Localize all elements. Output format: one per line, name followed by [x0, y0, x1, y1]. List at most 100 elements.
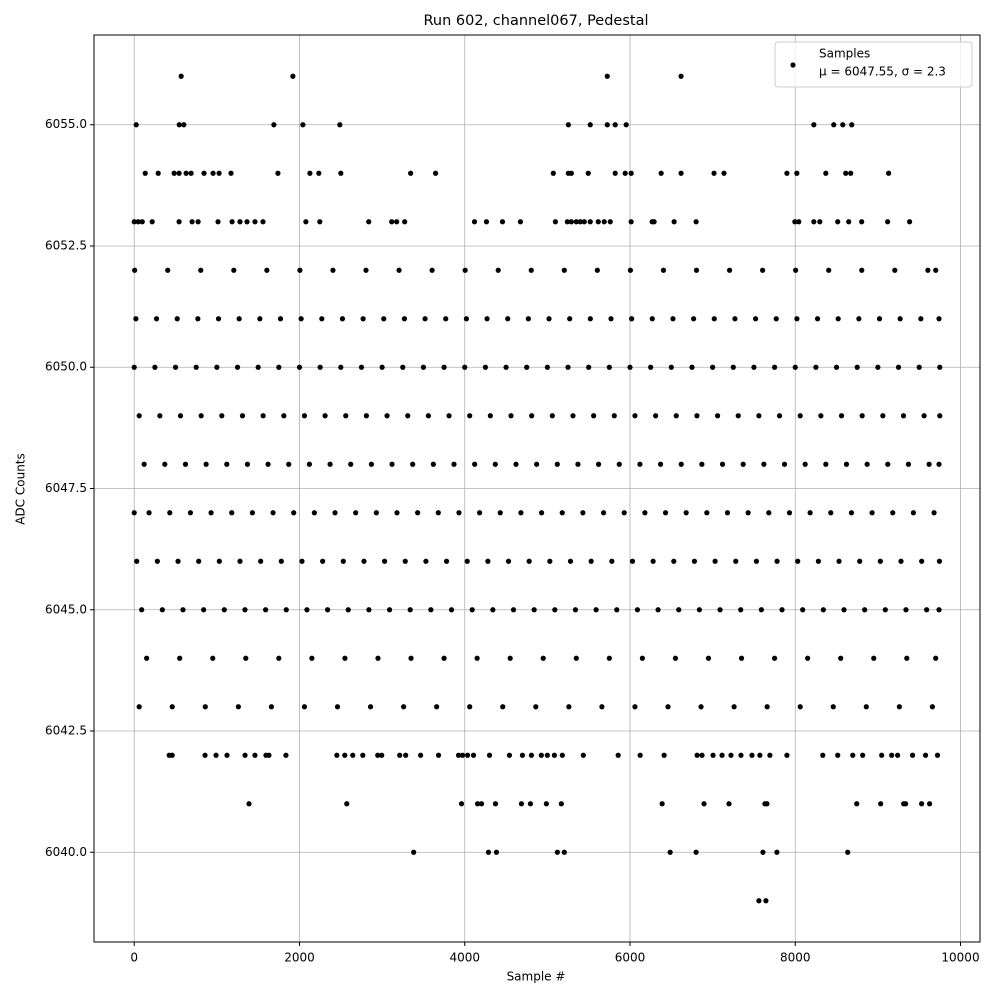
point — [604, 73, 610, 79]
point — [580, 510, 586, 516]
point — [936, 607, 942, 613]
point — [678, 170, 684, 176]
point — [277, 316, 284, 322]
point — [327, 461, 333, 467]
point — [201, 170, 207, 176]
point — [800, 607, 806, 613]
point — [649, 316, 655, 322]
point — [629, 316, 635, 322]
point — [332, 510, 338, 516]
point — [506, 752, 513, 758]
point — [309, 655, 315, 661]
point — [538, 510, 545, 516]
point — [544, 752, 550, 758]
point — [817, 219, 823, 225]
point — [263, 607, 269, 613]
point — [375, 752, 381, 758]
point — [411, 849, 417, 855]
point — [538, 752, 544, 758]
point — [139, 607, 145, 613]
point — [543, 801, 549, 807]
point — [171, 170, 177, 176]
point — [735, 413, 741, 419]
y-tick-label: 6040.0 — [45, 845, 87, 859]
point — [283, 752, 289, 758]
point — [731, 704, 737, 710]
point — [551, 752, 557, 758]
x-axis-label: Sample # — [507, 970, 566, 984]
point — [802, 461, 808, 467]
point — [174, 316, 180, 322]
point — [236, 316, 242, 322]
point — [306, 461, 313, 467]
point — [559, 752, 565, 758]
point — [572, 607, 579, 613]
point — [396, 267, 402, 273]
point — [797, 413, 803, 419]
point — [339, 316, 346, 322]
point — [693, 849, 699, 855]
point — [693, 267, 700, 273]
chart-title: Run 602, channel067, Pedestal — [423, 13, 648, 29]
point — [134, 558, 140, 564]
point — [463, 316, 469, 322]
point — [763, 898, 769, 904]
point — [214, 364, 220, 370]
point — [486, 752, 493, 758]
point — [828, 510, 834, 516]
point — [510, 607, 517, 613]
point — [547, 558, 553, 564]
point — [462, 267, 468, 273]
point — [518, 801, 525, 807]
point — [797, 704, 803, 710]
point — [334, 704, 341, 710]
point — [586, 364, 592, 370]
point — [792, 364, 798, 370]
point — [497, 510, 503, 516]
point — [133, 122, 139, 128]
point — [474, 655, 480, 661]
point — [705, 655, 712, 661]
point — [811, 219, 817, 225]
point — [573, 219, 579, 225]
point — [621, 510, 627, 516]
point — [142, 170, 148, 176]
point — [599, 704, 605, 710]
point — [886, 170, 892, 176]
point — [167, 510, 173, 516]
point — [441, 364, 447, 370]
point — [283, 607, 289, 613]
point — [242, 607, 248, 613]
point — [764, 704, 770, 710]
point — [658, 170, 664, 176]
point — [892, 267, 898, 273]
point — [811, 122, 817, 128]
point — [366, 607, 372, 613]
point — [719, 752, 725, 758]
point — [394, 219, 400, 225]
point — [154, 558, 160, 564]
point — [558, 801, 564, 807]
point — [344, 801, 350, 807]
point — [146, 510, 152, 516]
point — [430, 461, 436, 467]
point — [505, 558, 512, 564]
point — [632, 413, 638, 419]
point — [642, 510, 648, 516]
point — [726, 801, 732, 807]
point — [304, 607, 310, 613]
point — [456, 510, 462, 516]
point — [831, 122, 837, 128]
point — [895, 752, 901, 758]
point — [918, 801, 925, 807]
point — [833, 364, 840, 370]
point — [575, 461, 581, 467]
point — [559, 510, 565, 516]
point — [379, 752, 385, 758]
point — [836, 558, 842, 564]
point — [655, 607, 661, 613]
point — [317, 364, 323, 370]
point — [820, 752, 826, 758]
point — [771, 655, 778, 661]
point — [764, 801, 770, 807]
